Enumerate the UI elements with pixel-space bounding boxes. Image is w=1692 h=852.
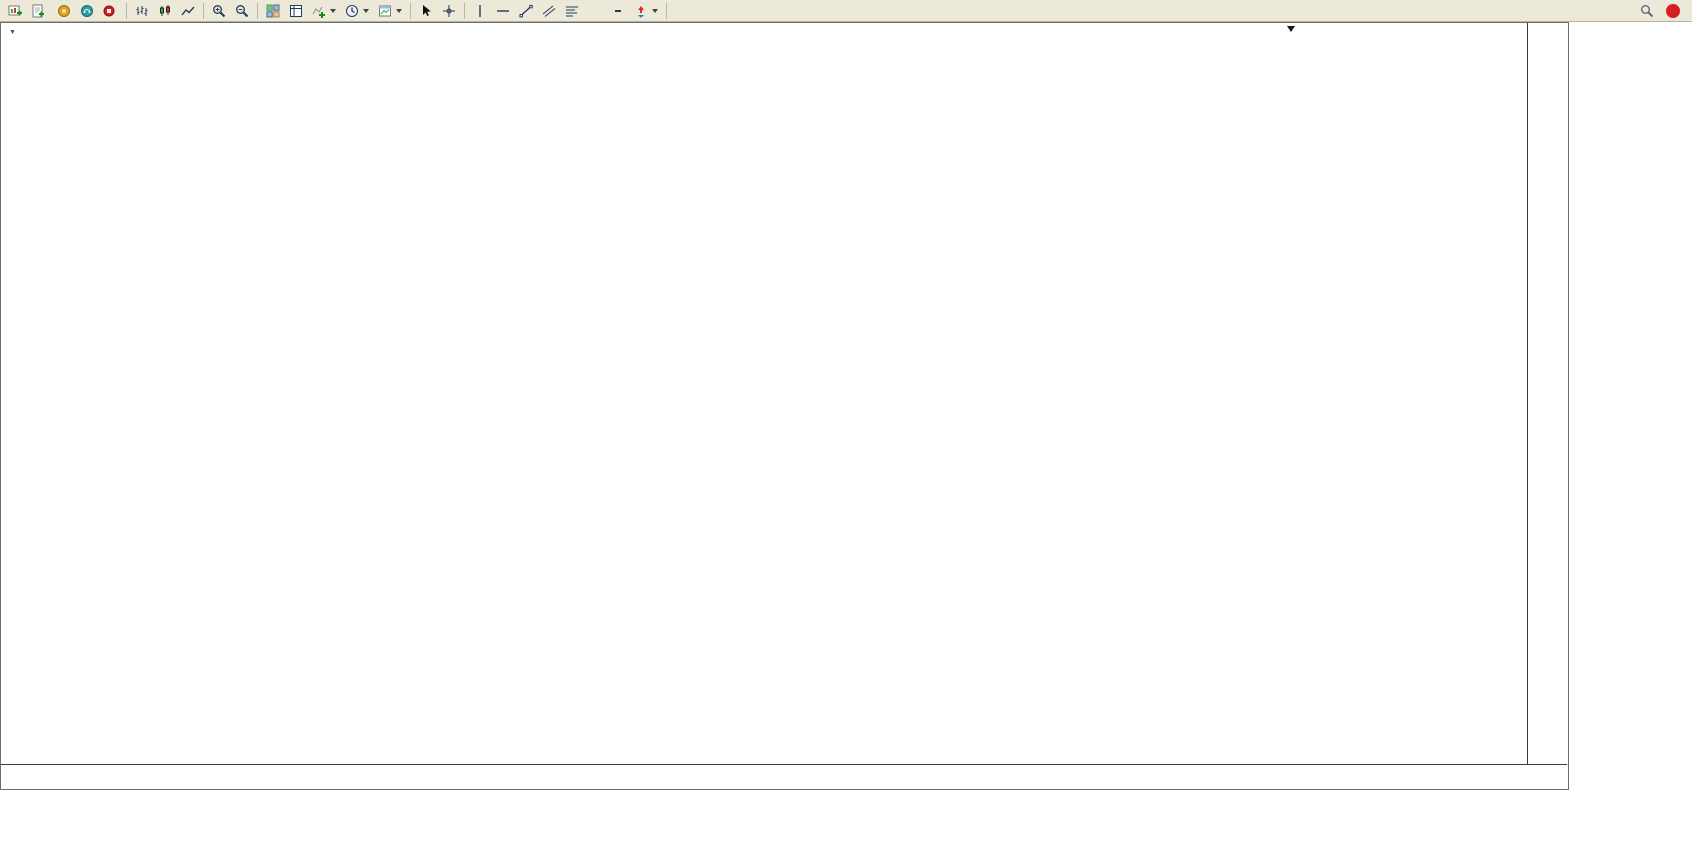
data-window-button[interactable] (285, 1, 307, 21)
quote-marker-icon: ▼ (9, 29, 16, 36)
toolbar-separator (257, 2, 258, 19)
fibonacci-button[interactable] (561, 1, 583, 21)
horizontal-line-button[interactable] (492, 1, 514, 21)
text-label-button[interactable] (607, 1, 629, 21)
notification-badge (1666, 3, 1680, 18)
vertical-line-button[interactable] (469, 1, 491, 21)
toolbar-separator (126, 2, 127, 19)
line-chart-button[interactable] (177, 1, 199, 21)
toolbar-separator (203, 2, 204, 19)
toolbar-separator (410, 2, 411, 19)
periods-button[interactable] (341, 1, 373, 21)
mql5-community-icon-button[interactable] (53, 1, 75, 21)
text-button[interactable] (584, 1, 606, 21)
chevron-down-icon (396, 8, 402, 13)
chart-window: ▼ (0, 22, 1569, 790)
indicators-button[interactable] (308, 1, 340, 21)
toolbar (0, 0, 1692, 22)
chart-quote: ▼ (9, 29, 46, 36)
toolbar-separator (464, 2, 465, 19)
chart-shift-marker[interactable] (1287, 26, 1295, 32)
channel-button[interactable] (538, 1, 560, 21)
toolbar-right-group (1636, 1, 1688, 21)
new-chart-button[interactable] (4, 1, 26, 21)
tile-windows-button[interactable] (262, 1, 284, 21)
cursor-button[interactable] (415, 1, 437, 21)
chevron-down-icon (363, 8, 369, 13)
time-axis-border (1, 764, 1567, 765)
zoom-in-button[interactable] (208, 1, 230, 21)
trendline-button[interactable] (515, 1, 537, 21)
search-button[interactable] (1636, 1, 1658, 21)
price-axis-border (1527, 23, 1528, 765)
arrows-button[interactable] (630, 1, 662, 21)
notifications-button[interactable] (1662, 1, 1684, 21)
chevron-down-icon (652, 8, 658, 13)
templates-button[interactable] (374, 1, 406, 21)
new-order-button[interactable] (27, 1, 52, 21)
chevron-down-icon (330, 8, 336, 13)
support-icon-button[interactable] (76, 1, 98, 21)
toolbar-separator (666, 2, 667, 19)
autotrading-button[interactable] (99, 1, 122, 21)
bar-chart-button[interactable] (131, 1, 153, 21)
zoom-out-button[interactable] (231, 1, 253, 21)
candlestick-chart-button[interactable] (154, 1, 176, 21)
label-tool-icon (615, 9, 621, 12)
crosshair-button[interactable] (438, 1, 460, 21)
price-chart-canvas[interactable] (1, 23, 1527, 765)
